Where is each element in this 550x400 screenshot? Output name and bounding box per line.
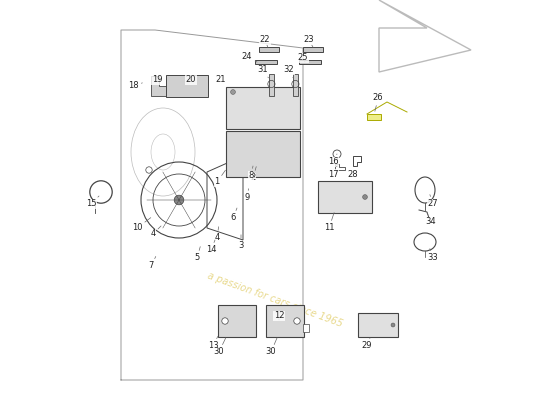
Text: 12: 12: [274, 312, 284, 320]
Text: 10: 10: [132, 218, 151, 232]
Text: 3: 3: [238, 235, 244, 250]
Text: 19: 19: [152, 76, 162, 84]
Text: 11: 11: [324, 213, 334, 232]
Text: 7: 7: [148, 256, 156, 270]
Text: 4: 4: [214, 227, 219, 242]
FancyBboxPatch shape: [268, 74, 274, 96]
Text: 33: 33: [428, 249, 438, 262]
FancyBboxPatch shape: [318, 181, 372, 213]
Text: a passion for cars since 1965: a passion for cars since 1965: [206, 271, 344, 329]
Text: 17: 17: [328, 166, 338, 178]
Text: 9: 9: [244, 189, 250, 202]
Text: 32: 32: [284, 66, 294, 78]
FancyBboxPatch shape: [226, 87, 300, 129]
Text: 23: 23: [304, 36, 314, 47]
Text: 26: 26: [373, 94, 383, 111]
Text: 8: 8: [248, 166, 254, 180]
FancyBboxPatch shape: [258, 47, 279, 52]
Text: 28: 28: [348, 166, 358, 178]
FancyBboxPatch shape: [302, 324, 310, 332]
Text: 2: 2: [250, 167, 256, 182]
Circle shape: [222, 318, 228, 324]
Text: 5: 5: [194, 247, 200, 262]
FancyBboxPatch shape: [218, 305, 256, 337]
Circle shape: [294, 318, 300, 324]
FancyBboxPatch shape: [226, 131, 300, 177]
Circle shape: [391, 323, 395, 327]
Text: 20: 20: [186, 76, 196, 84]
Text: 34: 34: [426, 213, 436, 226]
FancyBboxPatch shape: [299, 60, 321, 64]
Circle shape: [333, 150, 341, 158]
Text: 24: 24: [242, 52, 257, 62]
Text: 15: 15: [86, 196, 99, 208]
Text: 16: 16: [328, 154, 338, 166]
Circle shape: [174, 195, 184, 205]
Text: 29: 29: [362, 338, 372, 350]
Text: 4: 4: [150, 226, 161, 238]
Text: 21: 21: [216, 76, 226, 84]
Text: 27: 27: [428, 195, 438, 208]
Text: 30: 30: [214, 338, 226, 356]
Text: 18: 18: [128, 82, 142, 90]
Text: 22: 22: [260, 36, 270, 47]
Circle shape: [146, 167, 152, 173]
Text: 6: 6: [230, 208, 237, 222]
Text: 31: 31: [257, 66, 268, 78]
Text: 13: 13: [208, 336, 218, 350]
FancyBboxPatch shape: [358, 313, 398, 337]
FancyBboxPatch shape: [266, 305, 304, 337]
Polygon shape: [151, 76, 167, 96]
Text: 1: 1: [214, 170, 225, 186]
Text: 30: 30: [266, 338, 277, 356]
Circle shape: [230, 90, 235, 94]
Circle shape: [362, 195, 367, 200]
Text: 14: 14: [206, 240, 216, 254]
FancyBboxPatch shape: [367, 114, 381, 120]
FancyBboxPatch shape: [302, 47, 323, 52]
FancyBboxPatch shape: [166, 75, 208, 97]
FancyBboxPatch shape: [293, 74, 298, 96]
FancyBboxPatch shape: [255, 60, 277, 64]
Text: 25: 25: [298, 54, 308, 62]
